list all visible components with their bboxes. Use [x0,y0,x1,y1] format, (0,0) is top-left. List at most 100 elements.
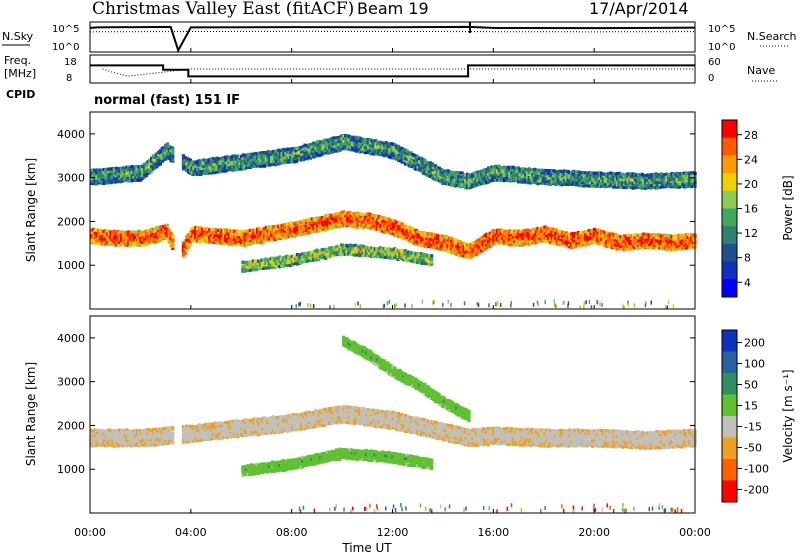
heatmap-cell-band-0 [667,241,671,245]
heatmap-cell-band-0 [104,444,108,448]
heatmap-cell-band-1 [277,160,281,164]
heatmap-cell-band-0 [534,241,538,245]
heatmap-cell-band-1 [492,175,496,179]
heatmap-cell-band-0 [232,231,237,235]
heatmap-cell-band-0 [262,229,267,233]
heatmap-cell-band-1 [222,158,226,162]
heatmap-cell-band-0 [368,224,372,228]
heatmap-cell-band-1 [540,170,544,175]
heatmap-cell-band-0 [499,228,503,232]
heatmap-cell-band-1 [652,176,657,180]
heatmap-cell-band-0 [367,215,371,219]
heatmap-cell-band-0 [615,234,619,238]
heatmap-cell-band-1 [524,167,528,172]
heatmap-cell-band-0 [421,234,425,238]
heatmap-cell-band-0 [550,237,554,242]
heatmap-cell-band-1 [474,181,478,186]
heatmap-cell-band-0 [504,242,508,246]
heatmap-cell-band-0 [335,219,339,223]
heatmap-cell-band-0 [187,242,191,246]
heatmap-cell-band-1 [197,172,201,176]
heatmap-cell-band-0 [213,240,217,244]
heatmap-cell-band-0 [112,433,117,437]
heatmap-cell-band-1 [90,173,94,177]
heatmap-cell-band-2 [310,250,314,255]
heatmap-cell-band-0 [298,228,302,232]
heatmap-cell-band-2 [412,254,416,258]
heatmap-cell-band-0 [247,242,251,247]
heatmap-cell-band-0 [190,425,194,429]
heatmap-cell-band-0 [97,234,101,238]
heatmap-cell-band-1 [458,175,462,179]
heatmap-cell-band-0 [617,239,621,243]
heatmap-cell-band-0 [148,239,152,243]
heatmap-cell-band-2 [331,253,335,258]
heatmap-cell-band-0 [116,233,120,237]
heatmap-cell-band-1 [134,175,138,179]
heatmap-cell-band-1 [308,145,312,149]
heatmap-cell-band-0 [153,435,157,439]
heatmap-cell-band-0 [248,234,252,238]
heatmap-cell-band-1 [134,178,138,182]
heatmap-cell-band-1 [91,168,95,172]
heatmap-cell-band-1 [434,164,438,168]
heatmap-cell-band-1 [691,184,695,188]
heatmap-cell-band-1 [532,167,537,171]
heatmap-cell-band-1 [480,172,484,176]
heatmap-cell-band-0 [682,246,687,250]
heatmap-cell-band-0 [324,213,328,218]
heatmap-cell-band-1 [139,167,143,171]
heatmap-cell-band-1 [580,179,584,183]
heatmap-cell-band-2 [266,263,270,267]
heatmap-cell-band-0 [375,219,380,223]
heatmap-cell-band-0 [187,240,191,244]
heatmap-cell-band-1 [471,179,475,184]
heatmap-cell-band-0 [192,426,196,430]
heatmap-cell-band-0 [628,239,632,243]
heatmap-cell-band-0 [462,247,466,251]
heatmap-cell-band-0 [125,230,129,235]
heatmap-cell-band-0 [552,236,556,240]
heatmap-cell-band-0 [619,244,623,248]
heatmap-cell-band-0 [160,442,164,446]
heatmap-cell-band-0 [675,237,679,241]
heatmap-cell-band-1 [218,164,222,168]
heatmap-cell-band-0 [105,439,110,443]
heatmap-cell-band-0 [513,233,517,237]
nave-tick-bottom: 0 [708,73,714,84]
heatmap-cell-band-1 [379,143,383,147]
heatmap-cell-band-0 [675,244,679,249]
heatmap-cell-band-0 [146,438,150,442]
heatmap-cell-band-1 [640,175,644,179]
heatmap-cell-band-1 [169,150,173,154]
heatmap-cell-band-0 [125,442,129,446]
heatmap-cell-band-0 [351,225,355,229]
heatmap-cell-band-0 [141,443,145,447]
heatmap-cell-band-2 [278,259,282,263]
heatmap-cell-band-0 [423,232,427,236]
heatmap-cell-band-2 [306,256,310,261]
heatmap-cell-band-1 [112,169,117,173]
heatmap-cell-band-2 [297,256,301,260]
heatmap-cell-band-2 [333,253,337,257]
heatmap-cell-band-0 [181,440,185,444]
heatmap-cell-band-0 [338,214,342,218]
heatmap-cell-band-0 [259,234,263,239]
heatmap-cell-band-0 [455,239,459,243]
heatmap-cell-band-1 [139,178,143,182]
heatmap-cell-band-0 [215,228,219,232]
heatmap-cell-band-0 [682,236,687,240]
heatmap-cell-band-0 [90,234,94,238]
heatmap-cell-band-0 [98,228,102,232]
heatmap-cell-band-0 [144,234,148,238]
heatmap-cell-band-0 [232,237,237,241]
heatmap-cell-band-1 [642,174,646,178]
heatmap-cell-band-1 [402,147,406,152]
heatmap-cell-band-1 [508,176,512,180]
heatmap-cell-band-0 [199,232,203,236]
heatmap-cell-band-0 [171,432,175,436]
heatmap-cell-band-1 [294,151,298,155]
heatmap-cell-band-1 [254,157,258,161]
heatmap-cell-band-1 [100,175,104,179]
heatmap-cell-band-0 [190,227,194,231]
